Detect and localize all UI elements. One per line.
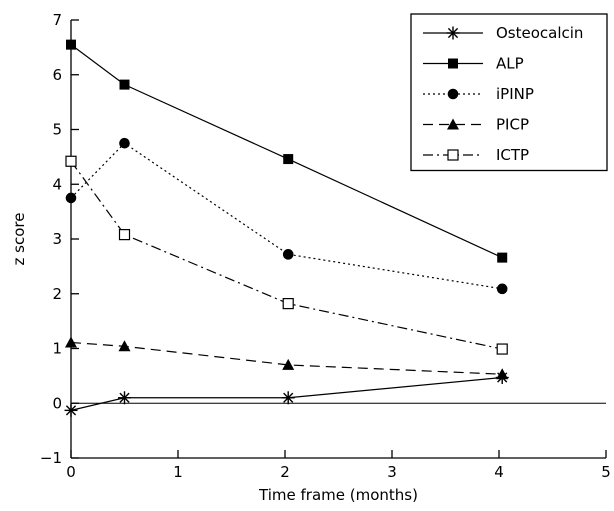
legend-label: Osteocalcin: [496, 24, 583, 42]
series-osteocalcin: [64, 371, 509, 417]
y-tick-label: 7: [52, 11, 62, 29]
x-tick-label: 4: [494, 463, 504, 481]
data-point: [119, 137, 130, 149]
data-point: [447, 88, 459, 100]
data-point: [64, 403, 78, 417]
legend-label: PICP: [496, 116, 529, 134]
data-point: [496, 343, 508, 355]
legend-label: ICTP: [496, 146, 529, 164]
data-point: [66, 39, 76, 50]
legend-entry: ALP: [423, 55, 524, 73]
series-picp: [65, 336, 509, 380]
series-line: [70, 341, 503, 375]
series-layer: [64, 39, 509, 417]
data-point: [65, 192, 77, 204]
data-point: [118, 391, 131, 405]
y-tick-label: 4: [52, 175, 62, 193]
x-tick-label: 2: [280, 463, 290, 481]
legend-label: iPINP: [496, 85, 534, 103]
data-point: [65, 155, 77, 167]
data-point: [118, 229, 131, 241]
data-point: [282, 358, 295, 370]
data-point: [496, 283, 508, 295]
series-line: [70, 142, 503, 290]
data-point: [282, 298, 294, 310]
y-tick-label: 2: [52, 285, 62, 303]
data-point: [448, 58, 458, 69]
y-tick-label: 3: [52, 230, 62, 248]
legend-entry: Osteocalcin: [423, 24, 583, 42]
legend-entry: iPINP: [423, 85, 534, 103]
data-point: [65, 336, 77, 348]
series-alp: [66, 39, 508, 263]
data-point: [447, 149, 459, 161]
data-point: [118, 340, 131, 352]
data-point: [119, 79, 130, 90]
y-tick-label: −1: [40, 449, 62, 467]
data-point: [447, 118, 459, 130]
data-point: [496, 368, 509, 380]
data-point: [282, 249, 294, 260]
legend-label: ALP: [496, 55, 524, 73]
data-point: [281, 391, 295, 405]
data-point: [497, 252, 508, 263]
y-tick-label: 0: [52, 394, 62, 412]
y-axis-title: z score: [10, 213, 28, 266]
series-line: [70, 160, 503, 350]
series-line: [70, 44, 503, 259]
y-tick-label: 5: [52, 121, 62, 139]
y-tick-label: 1: [52, 340, 62, 358]
series-line: [70, 376, 503, 411]
series-ictp: [65, 155, 508, 355]
y-tick-label: 6: [52, 66, 62, 84]
legend: Osteocalcin ALP iPINP PICP ICTP: [410, 13, 608, 172]
x-tick-label: 5: [601, 463, 611, 481]
x-axis-title: Time frame (months): [258, 486, 418, 504]
legend-entry: PICP: [423, 116, 529, 134]
data-point: [446, 26, 460, 40]
series-ipinp: [65, 137, 508, 295]
x-tick-label: 3: [387, 463, 397, 481]
data-point: [283, 154, 294, 165]
legend-box: [410, 13, 608, 172]
x-tick-label: 1: [173, 463, 183, 481]
legend-entry: ICTP: [423, 146, 529, 164]
x-tick-label: 0: [66, 463, 76, 481]
